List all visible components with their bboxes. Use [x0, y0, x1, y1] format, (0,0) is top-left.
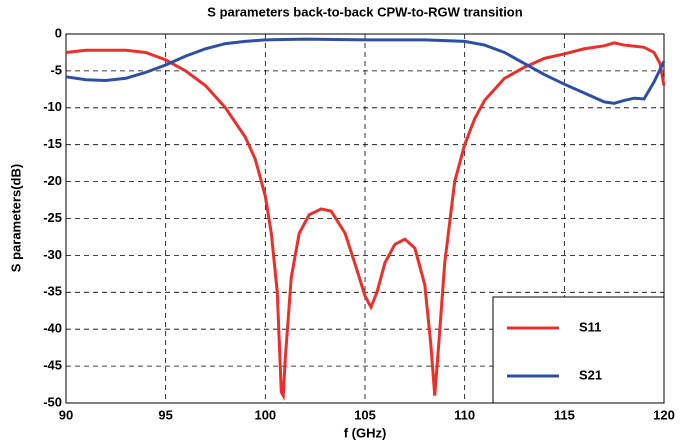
legend-label: S11 [579, 319, 601, 334]
x-tick-label: 115 [554, 407, 575, 422]
y-tick-label: -30 [43, 247, 62, 262]
y-tick-label: -35 [43, 284, 62, 299]
x-tick-label: 105 [354, 407, 376, 422]
plot-frame [65, 33, 665, 404]
chart-title: S parameters back-to-back CPW-to-RGW tra… [207, 4, 522, 19]
y-tick-label: -15 [43, 136, 62, 151]
y-tick-label: -45 [43, 358, 62, 373]
x-tick-label: 110 [454, 407, 475, 422]
x-tick-label: 120 [653, 407, 675, 422]
y-axis-label: S parameters(dB) [8, 164, 23, 272]
y-tick-label: -20 [43, 173, 62, 188]
x-tick-label: 100 [254, 407, 276, 422]
x-tick-label: 90 [59, 407, 73, 422]
legend-label: S21 [579, 367, 602, 382]
legend-box [492, 296, 665, 404]
series-line [65, 37, 666, 105]
y-tick-label: -5 [50, 62, 62, 77]
x-tick-label: 95 [158, 407, 172, 422]
y-tick-label: -50 [43, 394, 62, 409]
y-tick-label: -25 [43, 210, 62, 225]
x-axis-label: f (GHz) [344, 425, 387, 440]
y-tick-label: -40 [43, 321, 62, 336]
y-tick-label: 0 [55, 25, 62, 40]
y-tick-label: -10 [43, 99, 62, 114]
series-line [65, 41, 666, 402]
